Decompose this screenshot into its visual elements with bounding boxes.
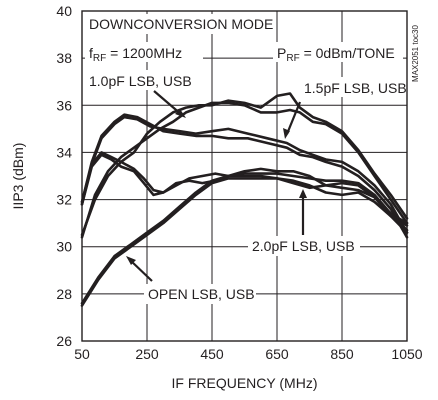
series-group	[80, 92, 409, 307]
label-2pf: 2.0pF LSB, USB	[252, 238, 355, 254]
frf-symbol: f	[89, 45, 93, 61]
label-1-5pf-background	[300, 77, 410, 97]
title-background	[85, 14, 263, 34]
y-tick-label: 30	[56, 239, 72, 255]
series-line	[80, 177, 409, 307]
label-1pf-background	[85, 70, 195, 90]
y-tick-label: 40	[56, 3, 72, 19]
series-line	[80, 92, 409, 237]
x-tick-label: 250	[135, 346, 159, 362]
part-code: MAX2051 toc30	[411, 25, 420, 82]
series-line	[80, 101, 409, 239]
label-open-background	[144, 284, 256, 304]
chart-title: DOWNCONVERSION MODE	[89, 16, 273, 32]
y-tick-label: 34	[56, 144, 72, 160]
y-tick-label: 26	[56, 333, 72, 349]
y-tick-label: 32	[56, 192, 72, 208]
prf-background	[273, 42, 403, 62]
x-tick-label: 850	[330, 346, 354, 362]
arrow-1-5pf	[285, 101, 302, 135]
frf-subscript: RF	[93, 53, 106, 64]
arrow-2pf-head	[299, 189, 307, 198]
prf-condition: PRF = 0dBm/TONE	[277, 45, 395, 64]
prf-value: = 0dBm/TONE	[300, 45, 395, 61]
arrow-open	[129, 259, 153, 282]
x-tick-label: 1050	[391, 346, 422, 362]
x-tick-label: 450	[200, 346, 224, 362]
y-tick-label: 28	[56, 286, 72, 302]
series-line	[80, 172, 409, 305]
y-tick-label: 38	[56, 50, 72, 66]
arrow-1pf-head	[175, 109, 186, 118]
frf-value: = 1200MHz	[106, 45, 182, 61]
x-axis-label: IF FREQUENCY (MHz)	[172, 375, 318, 391]
y-axis-label: IIP3 (dBm)	[10, 143, 26, 210]
arrow-open-head	[126, 256, 136, 265]
prf-symbol: P	[277, 45, 286, 61]
x-tick-label: 650	[265, 346, 289, 362]
plot-frame	[81, 10, 408, 342]
x-tick-label: 50	[74, 346, 90, 362]
label-2pf-background	[248, 236, 360, 256]
frf-condition: fRF = 1200MHz	[89, 45, 182, 64]
y-tick-label: 36	[56, 97, 72, 113]
arrow-1-5pf-head	[283, 128, 290, 139]
series-line	[80, 115, 409, 234]
frf-background	[85, 42, 203, 62]
label-1-5pf: 1.5pF LSB, USB	[304, 80, 407, 96]
series-line	[80, 151, 409, 225]
label-1pf: 1.0pF LSB, USB	[89, 73, 192, 89]
arrow-1pf	[153, 90, 183, 116]
annotation-group: DOWNCONVERSION MODE fRF = 1200MHz PRF = …	[85, 14, 420, 304]
series-line	[80, 113, 409, 239]
tick-labels: 50 250 450 650 850 1050 26 28 30 32 34 36 38 40	[56, 3, 422, 362]
label-open: OPEN LSB, USB	[148, 286, 255, 302]
prf-subscript: RF	[286, 53, 299, 64]
